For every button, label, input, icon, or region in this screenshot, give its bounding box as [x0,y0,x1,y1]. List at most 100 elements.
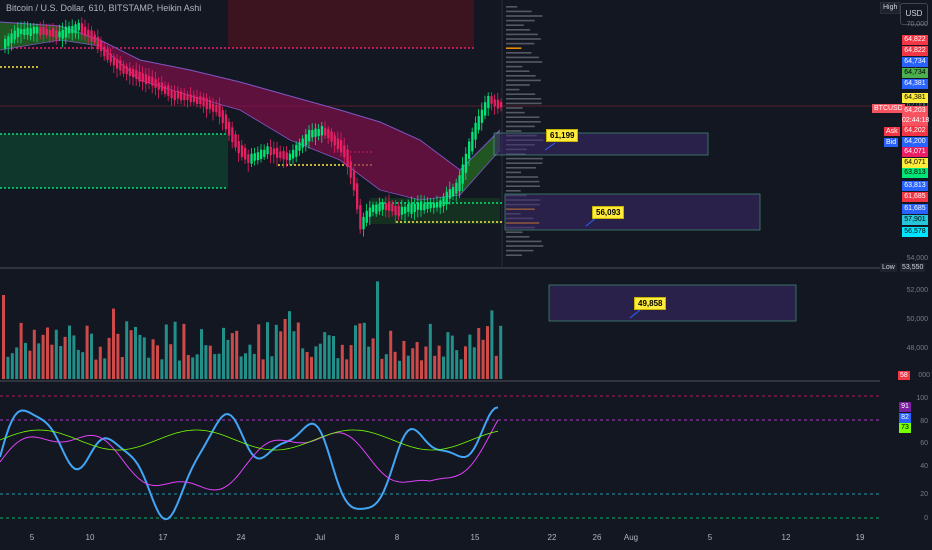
candle-body [244,147,247,160]
level-label-61199: 61,199 [546,129,579,142]
volume-bar [41,334,45,379]
cloud-lower-line [0,39,501,201]
volume-bar [2,295,5,379]
bid-label: Bid [884,138,899,147]
volume-profile-bar [506,249,534,252]
stoch-signal-line [0,429,499,451]
volume-bar [182,323,186,379]
volume-bar [164,324,168,379]
volume-profile-bar [506,19,535,22]
candle-body [311,130,314,138]
volume-bar [54,329,58,379]
candle-body [378,203,381,212]
high-button[interactable]: High [880,2,901,14]
candle-body [68,26,71,34]
candle-body [109,53,112,63]
volume-bar [173,321,177,379]
volume-profile-bar [506,116,540,118]
volume-bar [24,342,27,379]
price-tag: 64,822 [902,35,928,45]
price-tag: 64,381 [902,93,928,103]
volume-bar [332,336,335,379]
candle-body [375,204,378,214]
volume-bar [222,327,225,379]
ema-cloud [0,22,500,200]
volume-bar [112,308,115,379]
candle-body [122,64,125,74]
candle-body [317,129,320,136]
volume-bar [37,343,41,379]
candle-body [480,109,484,123]
volume-bar [200,329,203,379]
volume-bar [481,339,485,379]
candle-body [253,153,256,161]
volume-bar [389,330,393,379]
volume-bar [230,333,234,379]
volume-bar [239,356,243,379]
volume-bar [477,327,481,379]
candle-body [231,127,234,143]
volume-bar [50,344,54,379]
price-axis-label: 54,000 [906,255,928,262]
volume-bar [125,321,129,379]
volume-bar [340,344,344,379]
candle-body [87,29,90,37]
volume-bar [376,281,379,379]
candle-body [218,104,221,117]
volume-bar [318,343,322,379]
ema-cloud-bull [460,130,500,195]
volume-bar [72,335,76,379]
time-axis-label: 5 [29,533,35,542]
volume-bar [217,353,221,379]
candle-body [439,200,442,208]
volume-bar [296,322,300,379]
candle-body [234,134,237,148]
volume-profile-bar [506,84,530,86]
candle-body [202,97,205,107]
candle-body [448,189,452,199]
price-axis-label: 50,000 [906,316,928,323]
volume-bar [433,355,437,379]
volume-profile-bar [506,24,524,26]
volume-bar [446,332,450,379]
stoch-k-line [0,406,499,521]
volume-profile-bar [506,70,530,72]
volume-bar [266,322,269,379]
osc-axis-label: 40 [920,463,928,470]
candle-body [103,46,106,57]
volume-bar [472,347,476,379]
osc-axis-label: 80 [920,418,928,425]
price-tag: 64,381 [902,79,928,89]
candle-body [320,125,324,136]
candle-body [160,82,164,91]
price-tag: 64,203 [902,106,928,116]
price-tag: 64,734 [902,57,928,67]
candle-body [128,67,132,76]
volume-profile-bar [506,93,536,95]
candle-body [384,202,388,211]
candle-body [362,216,365,230]
volume-bar [85,325,89,379]
candle-body [420,201,423,211]
candle-body [442,196,445,207]
candle-body [39,27,42,36]
volume-profile-bar [506,42,535,45]
candle-body [247,154,250,163]
candle-body [208,99,212,110]
volume-bar [186,355,190,379]
candle-body [493,99,496,107]
candle-body [61,30,64,39]
volume-profile-bar [506,38,541,40]
volume-profile-bar [506,107,523,109]
candle-body [349,161,352,178]
candle-body [125,66,128,75]
candle-body [58,31,61,38]
candle-body [272,148,276,155]
candle-body [279,151,282,158]
candle-body [356,183,359,210]
level-label-56093: 56,093 [592,206,625,219]
volume-bar [151,339,155,379]
candle-body [397,205,400,217]
currency-button[interactable]: USD [900,3,928,25]
